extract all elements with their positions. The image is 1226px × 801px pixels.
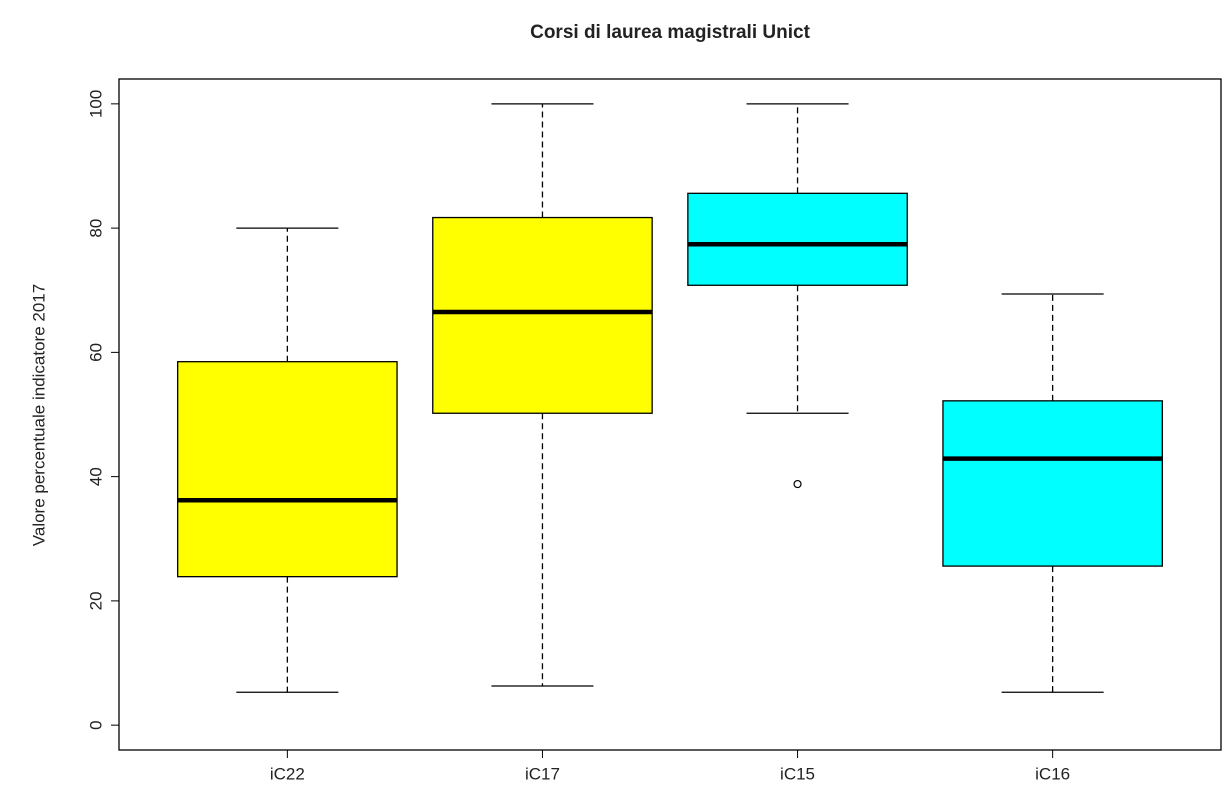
x-tick-label: iC22	[270, 764, 305, 783]
chart-title: Corsi di laurea magistrali Unict	[530, 22, 810, 43]
y-tick-label: 60	[86, 343, 105, 362]
box	[432, 216, 653, 414]
box	[687, 192, 908, 286]
plot-frame	[118, 78, 1222, 751]
box	[942, 400, 1163, 567]
y-tick-label: 0	[86, 720, 105, 729]
x-tick-label: iC17	[525, 764, 560, 783]
y-tick-label: 80	[86, 219, 105, 238]
y-tick-label: 20	[86, 591, 105, 610]
x-tick-label: iC16	[1035, 764, 1070, 783]
y-tick-label: 40	[86, 467, 105, 486]
box	[177, 361, 398, 578]
outlier	[793, 479, 802, 489]
y-tick-label: 100	[86, 90, 105, 118]
x-tick-label: iC15	[780, 764, 815, 783]
y-axis-label: Valore percentuale indicatore 2017	[29, 284, 48, 546]
